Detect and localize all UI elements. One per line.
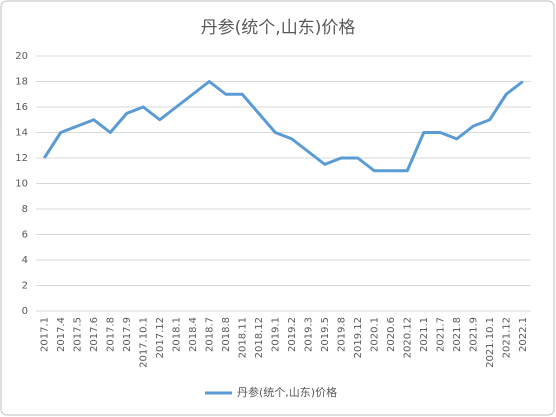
x-tick-label: 2021.1 xyxy=(419,317,430,352)
x-tick-label: 2017.6 xyxy=(89,317,100,352)
chart-title: 丹参(统个,山东)价格 xyxy=(201,18,356,38)
x-tick-label: 2019.5 xyxy=(320,317,331,352)
y-tick-label: 20 xyxy=(15,51,28,62)
x-tick-label: 2021.8 xyxy=(452,317,463,352)
x-tick-label: 2018.1 xyxy=(171,317,182,352)
x-tick-label: 2022.1 xyxy=(518,317,529,352)
y-tick-label: 8 xyxy=(22,204,28,215)
x-tick-label: 2021.9 xyxy=(468,317,479,352)
y-tick-label: 18 xyxy=(15,77,28,88)
y-tick-label: 6 xyxy=(22,230,28,241)
x-tick-label: 2018.12 xyxy=(254,317,265,358)
x-tick-label: 2019.2 xyxy=(287,317,298,352)
x-tick-label: 2017.5 xyxy=(72,317,83,352)
x-tick-label: 2017.12 xyxy=(155,317,166,358)
x-tick-label: 2021.12 xyxy=(501,317,512,358)
x-tick-label: 2017.9 xyxy=(122,317,133,352)
y-tick-label: 10 xyxy=(15,179,28,190)
x-tick-label: 2019.1 xyxy=(270,317,281,352)
x-tick-label: 2017.1 xyxy=(39,317,50,352)
x-tick-label: 2018.8 xyxy=(221,317,232,352)
x-tick-label: 2018.7 xyxy=(204,317,215,352)
x-tick-label: 2019.12 xyxy=(353,317,364,358)
x-tick-label: 2017.10.1 xyxy=(138,317,149,368)
y-tick-label: 4 xyxy=(22,255,28,266)
data-line xyxy=(42,80,524,173)
x-tick-label: 2019.3 xyxy=(303,317,314,352)
y-tick-label: 12 xyxy=(15,153,28,164)
x-tick-label: 2020.12 xyxy=(402,317,413,358)
x-tick-label: 2021.10.1 xyxy=(485,317,496,368)
x-tick-label: 2020.6 xyxy=(386,317,397,352)
y-tick-label: 0 xyxy=(22,306,28,317)
x-tick-label: 2021.7 xyxy=(435,317,446,352)
x-tick-label: 2017.8 xyxy=(105,317,116,352)
x-tick-label: 2018.11 xyxy=(237,317,248,358)
x-tick-label: 2020.1 xyxy=(369,317,380,352)
y-tick-label: 2 xyxy=(22,281,28,292)
y-tick-label: 14 xyxy=(15,128,28,139)
x-tick-label: 2019.8 xyxy=(336,317,347,352)
legend-label: 丹参(统个,山东)价格 xyxy=(237,385,337,399)
x-tick-label: 2018.4 xyxy=(188,317,199,352)
x-tick-label: 2017.4 xyxy=(56,317,67,352)
y-tick-label: 16 xyxy=(15,102,28,113)
